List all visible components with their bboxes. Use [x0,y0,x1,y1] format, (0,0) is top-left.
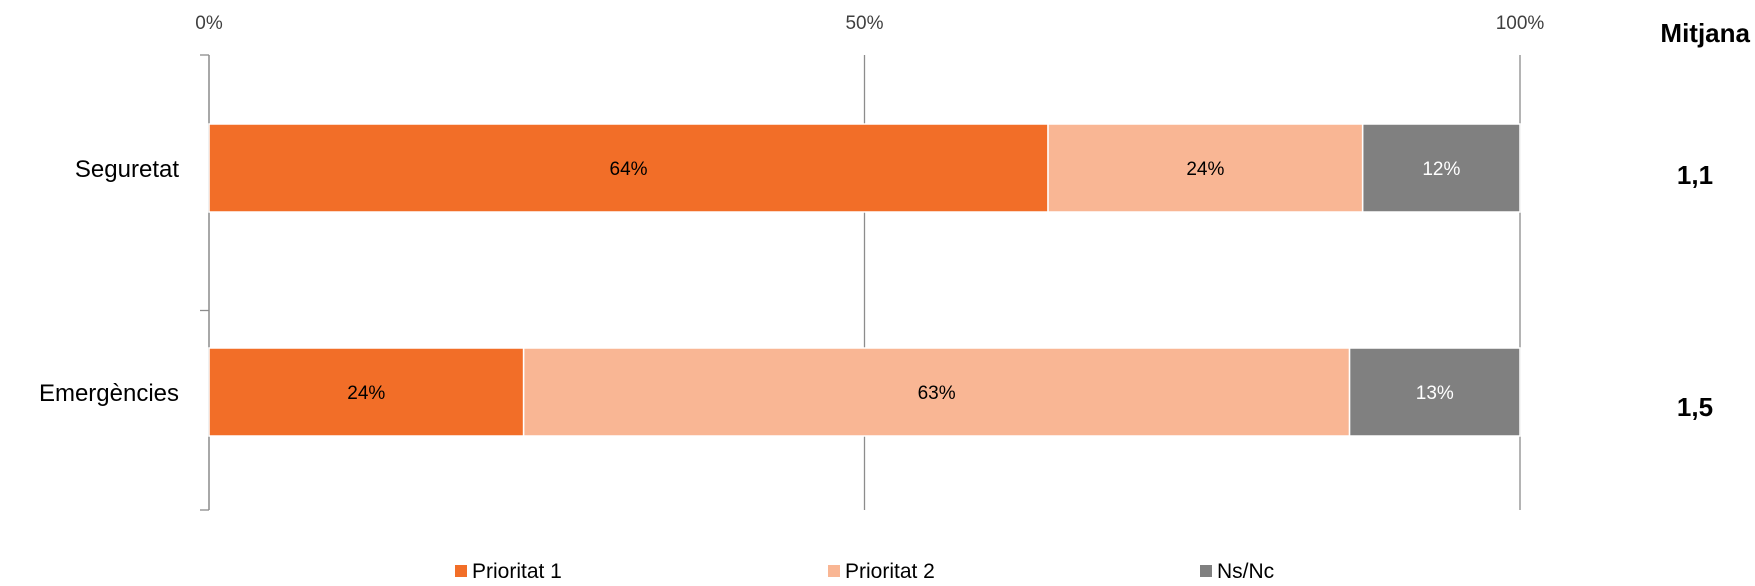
bar-segment [1047,123,1364,213]
legend-swatch [1200,565,1212,577]
category-label: Emergències [39,380,179,407]
bar-segment [1348,347,1521,437]
bar-data-label: 13% [1416,383,1454,404]
mean-column: Mitjana 1,1 1,5 [1660,18,1750,422]
bars: 64% 24% 12% 24% 63% 13% [208,123,1521,437]
legend-label: Prioritat 2 [845,560,935,583]
legend-swatch [455,565,467,577]
category-label: Seguretat [75,156,179,183]
bar-segment [208,347,525,437]
x-tick-label: 0% [195,13,223,34]
bar-data-label: 24% [347,383,385,404]
x-axis-ticks: 0% 50% 100% [195,13,1544,34]
bar-segment [522,347,1351,437]
mean-header: Mitjana [1660,18,1750,48]
bar-data-label: 64% [610,159,648,180]
mean-value-seguretat: 1,1 [1677,160,1713,190]
bar-data-label: 12% [1422,159,1460,180]
bar-data-label: 24% [1186,159,1224,180]
mean-value-emergencies: 1,5 [1677,392,1713,422]
x-tick-label: 100% [1496,13,1545,34]
x-tick-label: 50% [845,13,883,34]
bar-data-label: 63% [918,383,956,404]
category-labels: Seguretat Emergències [39,156,179,407]
legend-label: Ns/Nc [1217,560,1274,583]
bar-segment [1361,123,1521,213]
legend: Prioritat 1 Prioritat 2 Ns/Nc [455,560,1274,583]
bar-segment [208,123,1049,213]
legend-label: Prioritat 1 [472,560,562,583]
category-axis [200,54,210,511]
legend-swatch [828,565,840,577]
